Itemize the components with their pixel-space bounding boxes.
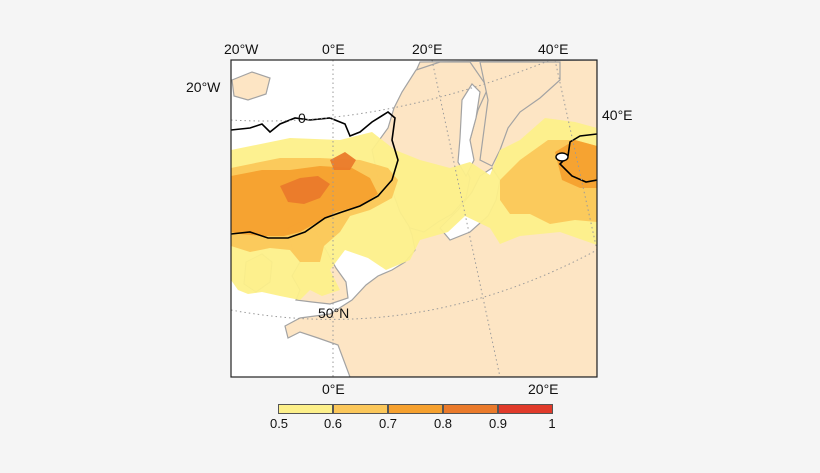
colorbar-segment-0	[278, 404, 333, 414]
left-axis-label-20w: 20°W	[186, 79, 221, 95]
zero-contour-island	[555, 152, 569, 162]
colorbar-tick-label: 1	[548, 416, 556, 431]
latitude-label-50n: 50°N	[318, 305, 350, 321]
colorbar-tick-label: 0.6	[323, 416, 343, 431]
top-axis-label-40e: 40°E	[538, 41, 569, 57]
graticule	[231, 60, 597, 377]
iceland-land	[231, 71, 271, 101]
top-axis-label-0e: 0°E	[322, 41, 345, 57]
bottom-axis-label-0e: 0°E	[322, 381, 345, 397]
prob-band-0.8	[280, 152, 356, 204]
top-axis-label-20e: 20°E	[412, 41, 443, 57]
colorbar-tick-label: 0.8	[433, 416, 453, 431]
top-axis-label-20w: 20°W	[224, 41, 259, 57]
colorbar-tick-label: 0.7	[378, 416, 398, 431]
colorbar-segment-1	[333, 404, 388, 414]
contour-value-label: 0	[298, 110, 306, 126]
colorbar-segment-4	[498, 404, 553, 414]
prob-band-0.7	[231, 140, 597, 236]
finland-land	[479, 61, 561, 167]
gulf-of-bothnia	[457, 83, 481, 178]
colorbar-tick-label: 0.5	[269, 416, 289, 431]
colorbar-tick-label: 0.9	[488, 416, 508, 431]
zero-contour-line	[231, 111, 399, 239]
map-border	[230, 59, 598, 378]
bottom-axis-label-20e: 20°E	[528, 381, 559, 397]
right-axis-label-40e: 40°E	[602, 107, 633, 123]
colorbar-segment-2	[388, 404, 443, 414]
colorbar-segment-3	[443, 404, 498, 414]
